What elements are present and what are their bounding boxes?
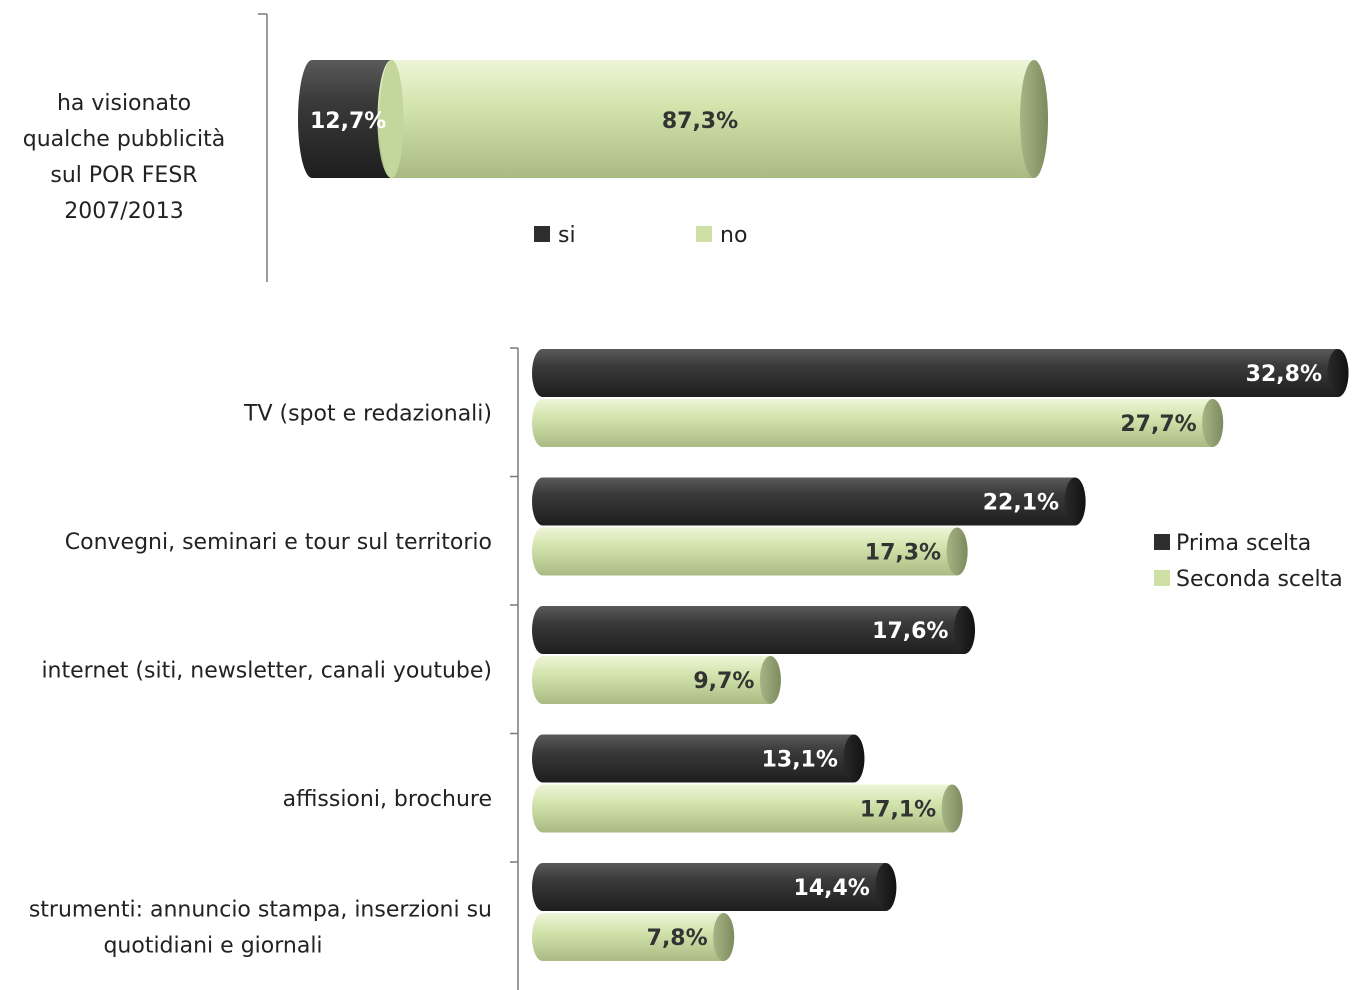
top-bar-joint: [379, 60, 404, 178]
bottom-bar-prima: [532, 349, 1349, 397]
bottom-bar-seconda: [532, 913, 735, 961]
top-category-label: qualche pubblicità: [23, 127, 225, 152]
top-value-label-no: 87,3%: [662, 109, 738, 134]
bottom-bar-seconda: [532, 399, 1224, 447]
top-category-label: ha visionato: [57, 91, 191, 116]
bottom-category-label: TV (spot e redazionali): [243, 401, 492, 426]
top-bar-no-cap: [1020, 60, 1048, 178]
bottom-category-label: Convegni, seminari e tour sul territorio: [65, 530, 492, 555]
bottom-value-label: 17,6%: [872, 619, 948, 644]
bottom-bar-seconda: [532, 784, 963, 833]
bottom-bar-prima: [532, 863, 897, 911]
bottom-value-label: 7,8%: [647, 926, 708, 951]
top-bar-si-body: [298, 60, 392, 178]
top-chart: ha visionato qualche pubblicità sul POR FE…: [23, 13, 1048, 282]
bottom-category-label: affissioni, brochure: [283, 787, 492, 812]
bottom-bar-seconda-cap: [941, 784, 963, 833]
bottom-bar-prima-cap: [875, 863, 897, 911]
top-legend-swatch-si: [534, 226, 550, 242]
bottom-bar-seconda-body: [532, 527, 958, 576]
bottom-value-label: 14,4%: [794, 876, 870, 901]
top-bar-no: [377, 60, 1048, 178]
bottom-value-label: 13,1%: [762, 748, 838, 773]
bottom-bar-prima: [532, 606, 976, 654]
bottom-bar-prima-cap: [1327, 349, 1349, 397]
bottom-category-label: strumenti: annuncio stampa, inserzioni s…: [29, 897, 492, 922]
bottom-bar-prima-body: [532, 349, 1338, 397]
bottom-value-label: 32,8%: [1246, 362, 1322, 387]
top-legend-swatch-no: [696, 226, 712, 242]
bottom-bar-seconda-cap: [713, 913, 735, 961]
bottom-bar-prima-cap: [1064, 477, 1086, 526]
bottom-bar-seconda-body: [532, 399, 1213, 447]
top-legend-label-si: si: [558, 223, 576, 248]
bottom-bar-seconda-body: [532, 784, 953, 833]
bottom-legend-label-seconda: Seconda scelta: [1176, 567, 1343, 592]
bottom-bar-prima: [532, 477, 1086, 526]
bottom-bar-seconda-cap: [1202, 399, 1224, 447]
bottom-bar-prima: [532, 734, 865, 783]
top-legend-label-no: no: [720, 223, 747, 248]
bottom-bar-prima-cap: [843, 734, 865, 783]
bottom-bar-prima-body: [532, 863, 886, 911]
bottom-bar-prima-body: [532, 477, 1076, 526]
bottom-legend-swatch-seconda: [1154, 570, 1170, 586]
bottom-bar-seconda: [532, 656, 781, 704]
bottom-value-label: 22,1%: [983, 491, 1059, 516]
bottom-bar-seconda: [532, 527, 968, 576]
bottom-bar-prima-body: [532, 606, 965, 654]
top-value-label-si: 12,7%: [310, 109, 386, 134]
bottom-category-label: internet (siti, newsletter, canali youtu…: [41, 658, 492, 683]
bottom-value-label: 17,1%: [860, 798, 936, 823]
bottom-legend-swatch-prima: [1154, 534, 1170, 550]
bottom-category-label: quotidiani e giornali: [103, 933, 322, 958]
bottom-value-label: 27,7%: [1120, 412, 1196, 437]
top-bar-si: [298, 60, 392, 178]
bottom-value-label: 9,7%: [693, 669, 754, 694]
top-category-label: sul POR FESR: [50, 163, 197, 188]
top-bar-no-body: [377, 60, 1034, 178]
bottom-bar-seconda-cap: [946, 527, 968, 576]
bottom-bar-seconda-cap: [759, 656, 781, 704]
bottom-bar-seconda-body: [532, 656, 771, 704]
bottom-chart: TV (spot e redazionali) 32,8% 27,7% Convegn…: [29, 347, 1349, 990]
bottom-bar-prima-body: [532, 734, 854, 783]
bottom-legend-label-prima: Prima scelta: [1176, 531, 1311, 556]
bottom-value-label: 17,3%: [865, 541, 941, 566]
top-category-label: 2007/2013: [64, 199, 183, 224]
bottom-bar-seconda-body: [532, 913, 724, 961]
bottom-bar-prima-cap: [953, 606, 976, 654]
